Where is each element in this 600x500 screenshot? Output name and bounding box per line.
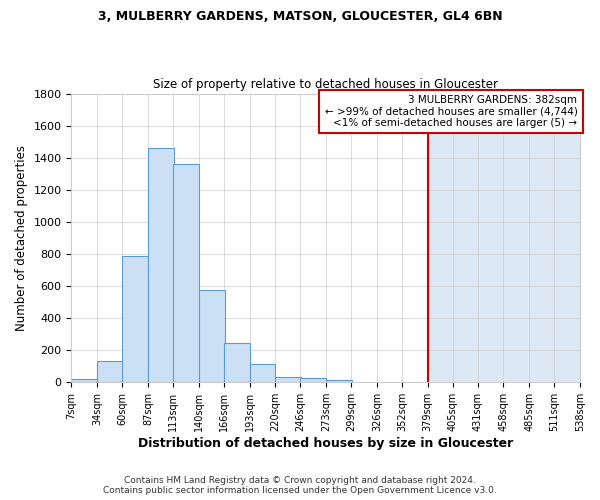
Bar xyxy=(122,256,148,382)
Bar xyxy=(275,376,301,382)
Bar xyxy=(250,364,275,382)
Bar xyxy=(326,380,352,382)
Bar xyxy=(148,148,174,382)
Bar xyxy=(71,379,97,382)
Bar xyxy=(199,290,224,382)
X-axis label: Distribution of detached houses by size in Gloucester: Distribution of detached houses by size … xyxy=(138,437,514,450)
Text: Contains HM Land Registry data © Crown copyright and database right 2024.
Contai: Contains HM Land Registry data © Crown c… xyxy=(103,476,497,495)
Title: Size of property relative to detached houses in Gloucester: Size of property relative to detached ho… xyxy=(153,78,498,91)
Text: 3, MULBERRY GARDENS, MATSON, GLOUCESTER, GL4 6BN: 3, MULBERRY GARDENS, MATSON, GLOUCESTER,… xyxy=(98,10,502,23)
Y-axis label: Number of detached properties: Number of detached properties xyxy=(15,145,28,331)
Text: 3 MULBERRY GARDENS: 382sqm
← >99% of detached houses are smaller (4,744)
<1% of : 3 MULBERRY GARDENS: 382sqm ← >99% of det… xyxy=(325,95,577,128)
Bar xyxy=(173,164,199,382)
Bar xyxy=(97,360,123,382)
Bar xyxy=(301,378,326,382)
Bar xyxy=(224,342,250,382)
Bar xyxy=(428,94,580,383)
